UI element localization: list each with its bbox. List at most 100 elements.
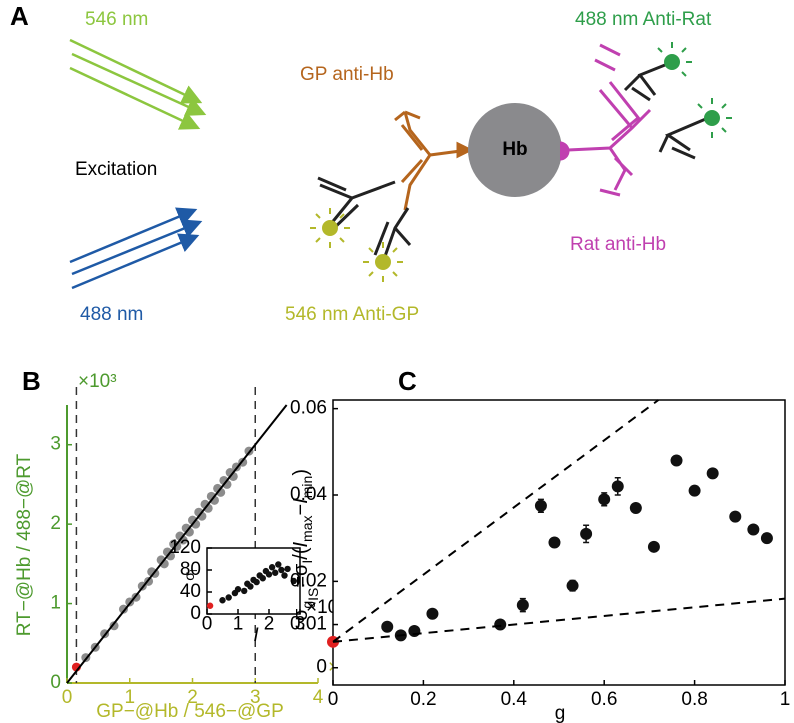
x-tick-label: 1 [233, 614, 244, 635]
data-point [118, 604, 128, 614]
data-point [206, 602, 214, 609]
antibody-label: 488 nm Anti-Rat [575, 9, 712, 30]
data-point [580, 527, 593, 540]
x-tick-label: 4 [313, 687, 324, 708]
axis-label-part: g [299, 601, 315, 609]
x-tick-label: 3 [250, 687, 261, 708]
y-tick-label: 0 [190, 603, 201, 624]
y-tick-label: 80 [180, 559, 201, 580]
data-point [629, 501, 642, 514]
excitation-label: Excitation [75, 159, 157, 180]
x-tick-label: 3 [295, 614, 306, 635]
x-tick-label: 1 [124, 687, 135, 708]
data-point [670, 454, 683, 467]
data-point [408, 625, 421, 638]
axis-label-part: =σ [290, 563, 312, 588]
axis-label-part: I [299, 560, 315, 564]
fluorophore [657, 42, 732, 138]
x-tick-label: 2 [187, 687, 198, 708]
data-point [172, 541, 182, 551]
axis-label: I [253, 625, 259, 646]
axis-label-part: max [299, 515, 315, 541]
data-point [225, 594, 232, 601]
y-tick-label: 0.01 [290, 614, 327, 635]
fit-line [332, 399, 660, 643]
data-point [278, 566, 285, 574]
data-point [268, 564, 276, 571]
green-beam [69, 38, 207, 130]
y-tick-label: 0.02 [290, 570, 327, 591]
data-point [494, 618, 507, 631]
x-tick-label: 0 [62, 687, 73, 708]
data-point [234, 586, 242, 593]
data-point [272, 569, 279, 576]
axis-label: g [555, 703, 566, 723]
fluorophore [310, 208, 403, 282]
data-point [284, 565, 291, 573]
data-point [548, 536, 561, 549]
data-point [265, 571, 273, 578]
antibody-label: GP anti-Hb [300, 64, 394, 85]
antibody-label: Rat anti-Hb [570, 234, 666, 255]
x-tick-label: 0.6 [591, 689, 617, 710]
beam-label: 546 nm [85, 9, 148, 30]
data-point [253, 578, 260, 586]
axis-label-part: I [189, 569, 200, 572]
anti-rat-antibody [623, 63, 709, 160]
data-point [381, 620, 394, 633]
y-tick-label: 0 [316, 657, 327, 678]
y-tick-label: 0.06 [290, 398, 327, 419]
axis-label-part: σ [181, 572, 197, 581]
hb [468, 103, 562, 197]
axis-label-part: I [290, 498, 312, 504]
axis-label-part: min [299, 476, 315, 499]
data-point [534, 499, 547, 512]
fit-line [66, 404, 288, 684]
beam-label: 488 nm [80, 304, 143, 325]
data-point [259, 575, 266, 582]
axis-label-part: − [290, 504, 312, 516]
axis-label-part: ) [290, 469, 312, 476]
axis-label: σgIS=σI/(Imax−Imin) [290, 469, 320, 621]
hb-label: Hb [502, 139, 527, 160]
axis-label-part: I [290, 541, 312, 547]
anti-gp-antibody [317, 176, 412, 263]
antibody-label: 546 nm Anti-GP [285, 304, 419, 325]
x-tick-label: 1 [780, 689, 791, 710]
y-tick-label: 1 [50, 593, 61, 614]
y-tick-label: 0.04 [290, 484, 327, 505]
y-tick-label: 0 [50, 672, 61, 693]
x-tick-label: 0.8 [681, 689, 707, 710]
data-point [109, 621, 119, 631]
data-point [426, 607, 439, 620]
data-point [516, 599, 529, 612]
y-tick-label: 40 [180, 581, 201, 602]
panel-a: A 546 nm Excitation 488 nm GP anti-Hb Hb… [10, 1, 732, 325]
data-point [566, 579, 579, 592]
x-tick-label: 0 [202, 614, 213, 635]
x-tick-label: 0 [328, 689, 339, 710]
axis-label-part: σ [290, 608, 312, 621]
data-point [760, 532, 773, 545]
data-point [247, 583, 254, 590]
data-point [611, 480, 624, 493]
panel-label: A [10, 1, 29, 31]
x-tick-label: 0.4 [501, 689, 528, 710]
axis-label-part: IS [305, 588, 321, 601]
axis-label: σI [181, 569, 200, 580]
data-point [219, 597, 226, 604]
axis-label: RT−@Hb / 488−@RT [14, 453, 35, 636]
data-point [275, 561, 282, 568]
fit-line [332, 597, 786, 643]
data-point [747, 523, 760, 536]
rat-antibody [559, 43, 652, 197]
data-point [241, 587, 248, 595]
x-tick-label: 0.2 [410, 689, 436, 710]
data-point [706, 467, 719, 480]
data-point [598, 493, 611, 506]
y-tick-label: 2 [50, 513, 61, 534]
data-point [281, 572, 288, 579]
axis-label: GP−@Hb / 546−@GP [96, 701, 284, 722]
gp-antibody [394, 110, 474, 211]
